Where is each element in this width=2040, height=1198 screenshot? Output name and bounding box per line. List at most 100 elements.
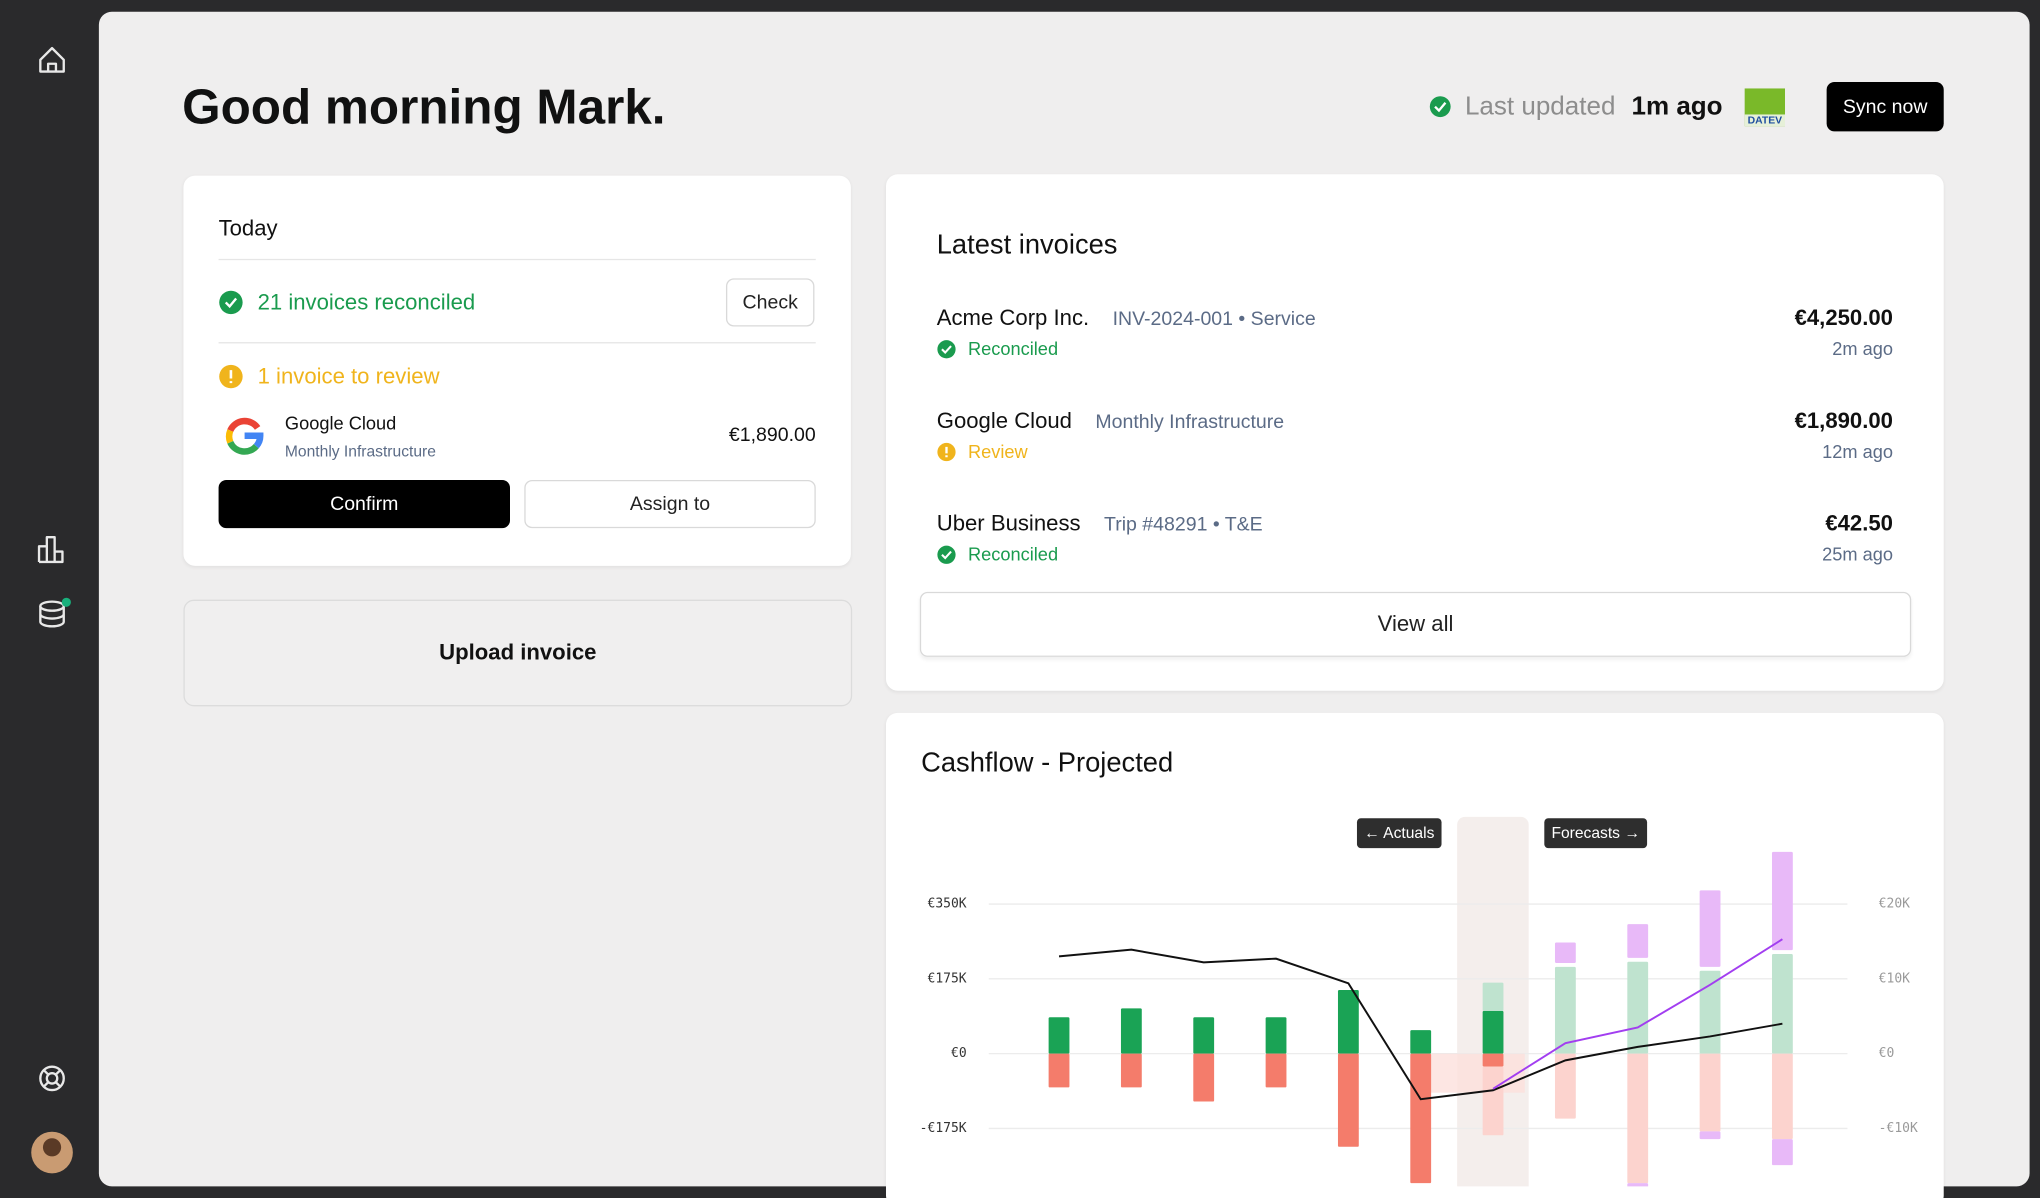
y-tick-label: €350K (928, 897, 967, 912)
time: 25m ago (1822, 543, 1893, 565)
bar (1193, 1053, 1215, 1102)
bar (1337, 989, 1359, 1054)
bar (1265, 1053, 1287, 1088)
bar (1771, 1139, 1793, 1166)
bar (1771, 954, 1793, 1054)
vendor: Acme Corp Inc. INV-2024-001 • Service (937, 307, 1316, 329)
logo-text: DATEV (1744, 114, 1785, 127)
greeting: Good morning Mark. (182, 80, 666, 136)
check-icon (219, 290, 243, 315)
bar (1482, 1010, 1504, 1054)
bar (1120, 1008, 1142, 1054)
vendor-name: Acme Corp Inc. (936, 305, 1090, 331)
bar (1554, 966, 1576, 1054)
status-label: Last updated (1464, 92, 1616, 121)
datev-logo: DATEV (1744, 88, 1785, 127)
divider (218, 342, 816, 344)
status-icon (937, 442, 956, 462)
reference: INV-2024-001 • Service (1112, 308, 1316, 331)
time: 12m ago (1822, 440, 1893, 462)
home-icon[interactable] (39, 46, 65, 73)
status: Reconciled (967, 543, 1059, 565)
assign-button[interactable]: Assign to (524, 479, 816, 529)
status-time: 1m ago (1631, 92, 1723, 121)
review-amount: €1,890.00 (728, 424, 816, 447)
today-card: Today 21 invoices reconciled Check 1 inv… (183, 175, 851, 566)
y-tick-label: -€175K (920, 1121, 967, 1136)
bar (1627, 961, 1649, 1054)
google-logo (225, 417, 264, 455)
time: 2m ago (1832, 338, 1893, 360)
annotation-box (1356, 818, 1442, 849)
reference: Monthly Infrastructure (1095, 411, 1285, 434)
warning-icon (219, 364, 243, 389)
line (1492, 938, 1783, 1090)
vendor-name: Google Cloud (936, 408, 1072, 434)
status-icon (937, 545, 956, 564)
bar (1554, 942, 1576, 963)
bar (1482, 1053, 1504, 1067)
amount: €1,890.00 (1794, 408, 1893, 434)
status-icon (1429, 96, 1451, 118)
status-icon (937, 340, 956, 359)
confirm-button[interactable]: Confirm (218, 479, 510, 529)
bar (1265, 1017, 1287, 1054)
notification-dot (61, 597, 71, 607)
status: Review (967, 440, 1028, 462)
bar (1554, 1053, 1576, 1119)
upload-button[interactable]: Upload invoice (183, 599, 853, 707)
bar (1410, 1030, 1432, 1054)
y2-tick-label: €20K (1879, 897, 1910, 912)
sync-button[interactable]: Sync now (1826, 81, 1944, 132)
reference: Trip #48291 • T&E (1103, 513, 1263, 536)
amount: €42.50 (1825, 511, 1893, 536)
line (1058, 948, 1783, 1101)
vendor: Google Cloud Monthly Infrastructure (937, 410, 1284, 432)
bar (1482, 1066, 1504, 1136)
negative-area (1420, 1053, 1525, 1093)
bar (1627, 924, 1649, 958)
vendor-name: Uber Business (936, 511, 1081, 536)
y2-tick-label: €10K (1879, 971, 1910, 986)
y2-tick-label: €0 (1879, 1046, 1895, 1061)
bar (1771, 1053, 1793, 1140)
y-tick-label: €175K (928, 971, 967, 986)
chart-body: €350K €175K €0 -€175K €20K €10K €0 -€10K ← Actua… (920, 816, 1918, 1187)
bar (1699, 970, 1721, 1054)
help-icon[interactable] (39, 1065, 65, 1092)
y2-tick-label: -€10K (1879, 1121, 1918, 1136)
annotation: Forecasts → (1551, 825, 1639, 842)
bar (1771, 851, 1793, 951)
invoices-title: Latest invoices (936, 230, 1118, 261)
annotation-box (1544, 818, 1648, 849)
invoices-card: Latest invoices Acme Corp Inc. INV-2024-0… (885, 174, 1944, 691)
bar (1048, 1017, 1070, 1054)
annotation: ← Actuals (1364, 825, 1434, 842)
bar (1120, 1053, 1142, 1088)
view-all-button[interactable]: View all (919, 591, 1912, 657)
bar (1193, 1017, 1215, 1054)
bar (1482, 982, 1504, 1011)
bar (1048, 1053, 1070, 1088)
check-button[interactable]: Check (725, 278, 815, 327)
status: Reconciled (967, 338, 1059, 360)
review-description: Monthly Infrastructure (284, 442, 436, 461)
database-icon[interactable] (39, 600, 65, 628)
bar (1410, 1053, 1432, 1184)
review-text: 1 invoice to review (257, 364, 440, 389)
sidebar (31, 46, 73, 1174)
y-tick-label: €0 (951, 1046, 967, 1061)
amount: €4,250.00 (1794, 305, 1893, 331)
today-title: Today (218, 215, 278, 241)
bar (1699, 1053, 1721, 1132)
avatar-face (42, 1138, 62, 1157)
review-vendor: Google Cloud (284, 412, 397, 434)
divider (218, 258, 816, 261)
reports-icon[interactable] (37, 536, 64, 564)
vendor: Uber Business Trip #48291 • T&E (937, 513, 1263, 535)
reconciled-text: 21 invoices reconciled (257, 290, 476, 315)
bar (1699, 890, 1721, 967)
bar (1627, 1053, 1649, 1184)
